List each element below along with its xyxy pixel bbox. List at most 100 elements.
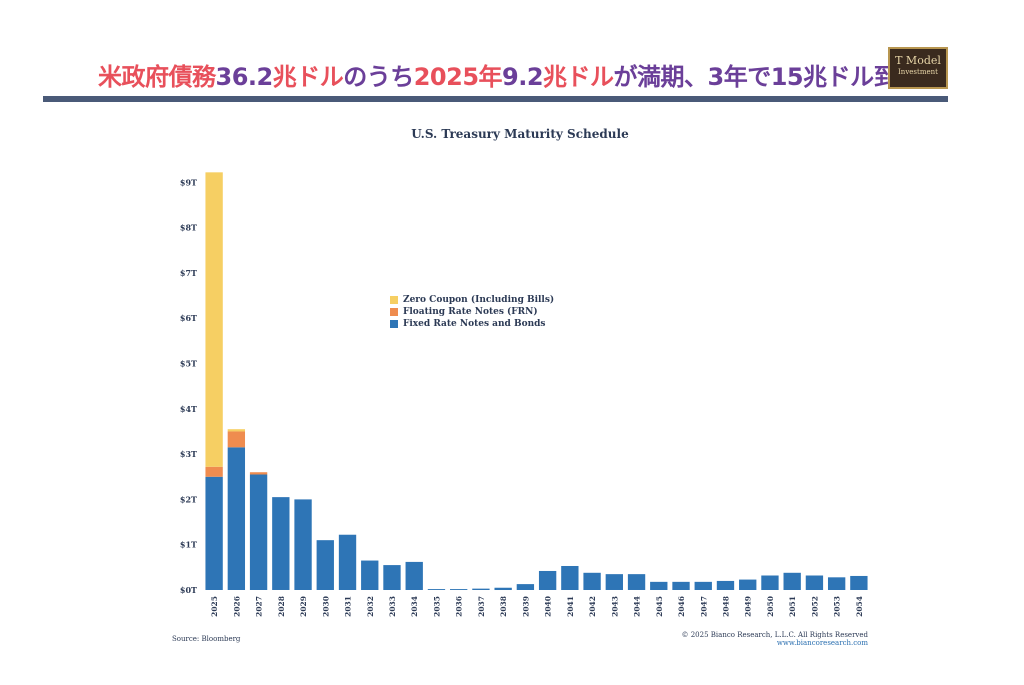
x-tick-label: 2029	[299, 596, 308, 617]
x-tick-label: 2031	[344, 596, 353, 617]
legend-label-fixed: Fixed Rate Notes and Bonds	[403, 319, 546, 329]
website-link[interactable]: www.biancoresearch.com	[776, 639, 868, 647]
bar-zero-2025	[205, 172, 223, 467]
bar-fixed-2053	[827, 577, 846, 590]
y-tick-label: $9T	[180, 177, 197, 187]
header-rule	[43, 96, 948, 102]
x-tick-label: 2054	[855, 596, 864, 617]
legend-swatch-fixed	[390, 320, 398, 328]
x-tick-label: 2032	[366, 596, 375, 617]
y-tick-label: $4T	[180, 404, 197, 414]
bar-fixed-2028	[272, 497, 290, 590]
bars	[205, 172, 868, 591]
bar-zero-2026	[227, 429, 246, 432]
x-tick-label: 2046	[677, 596, 686, 617]
bar-fixed-2026	[227, 447, 246, 590]
x-tick-label: 2040	[544, 596, 553, 617]
x-tick-label: 2034	[410, 596, 419, 617]
legend-item-frn: Floating Rate Notes (FRN)	[390, 306, 554, 318]
bar-fixed-2042	[583, 572, 601, 590]
x-tick-label: 2027	[255, 596, 264, 617]
bar-fixed-2052	[805, 575, 824, 590]
y-tick-label: $7T	[180, 268, 197, 278]
headline-part: 2025年	[413, 63, 503, 91]
bar-fixed-2030	[316, 540, 334, 590]
bar-fixed-2049	[739, 579, 757, 590]
x-tick-label: 2036	[455, 596, 464, 617]
logo: T Model Investment	[888, 47, 948, 89]
bar-fixed-2050	[761, 575, 779, 590]
headline: 米政府債務36.2兆ドルのうち2025年9.2兆ドルが満期、3年で15兆ドル到	[98, 57, 898, 97]
bar-fixed-2029	[294, 499, 312, 590]
bar-frn-2026	[227, 431, 246, 448]
headline-part: 9.2	[502, 63, 544, 91]
x-tick-label: 2049	[744, 596, 753, 617]
headline-part: が満期、	[613, 63, 709, 91]
x-tick-label: 2039	[521, 596, 530, 617]
chart-title: U.S. Treasury Maturity Schedule	[411, 127, 629, 141]
legend-swatch-frn	[390, 308, 398, 316]
y-tick-label: $3T	[180, 449, 197, 459]
bar-fixed-2036	[450, 589, 468, 590]
legend-label-frn: Floating Rate Notes (FRN)	[403, 307, 538, 317]
copyright: © 2025 Bianco Research, L.L.C. All Right…	[682, 631, 869, 647]
bar-fixed-2047	[694, 581, 712, 590]
headline-part: 兆ドル	[543, 63, 614, 91]
bar-fixed-2044	[627, 574, 646, 590]
x-tick-label: 2038	[499, 596, 508, 617]
x-tick-label: 2053	[833, 596, 842, 617]
legend-swatch-zero	[390, 296, 398, 304]
bar-fixed-2045	[650, 581, 668, 590]
legend-item-fixed: Fixed Rate Notes and Bonds	[390, 318, 554, 330]
x-tick-label: 2030	[321, 596, 330, 617]
bar-frn-2025	[205, 466, 223, 477]
bar-fixed-2043	[605, 574, 623, 590]
headline-part: 米政府債務	[98, 63, 216, 91]
legend-label-zero: Zero Coupon (Including Bills)	[403, 295, 555, 305]
x-tick-label: 2045	[655, 596, 664, 617]
bar-frn-2027	[249, 472, 268, 475]
y-axis: $0T $1T $2T $3T $4T $5T $6T $7T $8T $9T	[180, 177, 197, 595]
x-tick-label: 2033	[388, 596, 397, 617]
headline-part: 兆ドル到	[803, 63, 898, 91]
bar-fixed-2032	[361, 560, 379, 590]
x-tick-label: 2042	[588, 596, 597, 617]
source-note: Source: Bloomberg	[172, 635, 241, 643]
x-tick-label: 2051	[788, 596, 797, 617]
bar-fixed-2027	[249, 474, 268, 590]
headline-part: 15	[770, 63, 804, 91]
logo-line1: T Model	[895, 54, 941, 67]
headline-part: 3	[707, 63, 725, 91]
y-tick-label: $5T	[180, 359, 197, 369]
y-tick-label: $8T	[180, 223, 197, 233]
x-tick-label: 2037	[477, 596, 486, 617]
y-tick-label: $0T	[180, 585, 197, 595]
y-tick-label: $1T	[180, 540, 197, 550]
bar-fixed-2041	[561, 565, 579, 590]
x-tick-label: 2025	[210, 596, 219, 617]
x-axis: 2025 2026 2027 2028 2029 2030 2031 2032 2033 2034…	[210, 596, 864, 617]
headline-part: 年で	[723, 63, 772, 91]
bar-fixed-2039	[516, 584, 535, 590]
headline-part: 兆ドル	[272, 63, 344, 91]
x-tick-label: 2041	[566, 596, 575, 617]
logo-line2: Investment	[898, 68, 938, 76]
x-tick-label: 2052	[810, 596, 819, 617]
x-tick-label: 2050	[766, 596, 775, 617]
y-tick-label: $6T	[180, 313, 197, 323]
bar-fixed-2037	[472, 588, 490, 590]
bar-fixed-2040	[538, 570, 557, 590]
legend-item-zero: Zero Coupon (Including Bills)	[390, 294, 554, 306]
copyright-text: © 2025 Bianco Research, L.L.C. All Right…	[681, 631, 869, 639]
x-tick-label: 2026	[232, 596, 241, 617]
x-tick-label: 2035	[432, 596, 441, 617]
x-tick-label: 2048	[721, 596, 730, 617]
y-tick-label: $2T	[180, 494, 197, 504]
bar-fixed-2035	[427, 589, 446, 590]
headline-part: のうち	[343, 63, 414, 91]
x-tick-label: 2043	[610, 596, 619, 617]
x-tick-label: 2047	[699, 596, 708, 617]
x-tick-label: 2044	[633, 596, 642, 617]
bar-fixed-2054	[850, 575, 868, 590]
